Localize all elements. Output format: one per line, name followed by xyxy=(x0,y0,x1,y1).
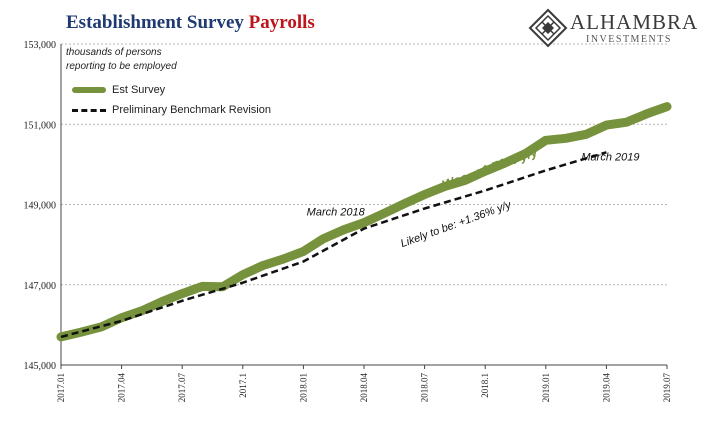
y-tick-label: 151,000 xyxy=(24,120,57,131)
x-tick-label: 2019.04 xyxy=(601,373,611,403)
x-tick-label: 2019.01 xyxy=(541,373,551,402)
x-tick-label: 2017.07 xyxy=(177,373,187,403)
annotation-label: March 2018 xyxy=(307,207,366,219)
series-line-est-survey xyxy=(56,102,672,342)
y-tick-label: 149,000 xyxy=(24,201,57,212)
y-tick-label: 153,000 xyxy=(24,40,57,51)
x-tick-label: 2018.07 xyxy=(420,373,430,403)
logo-name: ALHAMBRA xyxy=(570,10,699,34)
annotation-label: March 2019 xyxy=(581,151,639,163)
diamond-lattice-icon xyxy=(528,8,568,48)
logo-tagline: INVESTMENTS xyxy=(586,34,672,45)
series-line-benchmark-revision xyxy=(60,151,607,339)
y-axis-unit-label: thousands of persons reporting to be emp… xyxy=(66,47,177,72)
legend-swatch-dashed xyxy=(72,108,106,112)
y-tick-label: 145,000 xyxy=(24,361,57,372)
legend-label: Est Survey xyxy=(112,84,166,96)
title-part1: Establishment Survey xyxy=(66,12,244,33)
chart-title: Establishment Survey Payrolls xyxy=(66,12,315,34)
brand-logo: ALHAMBRA INVESTMENTS xyxy=(528,8,698,48)
x-tick-label: 2019.07 xyxy=(662,373,672,403)
annotation-label: Likely to be: +1.36% y/y xyxy=(399,198,514,250)
x-tick-label: 2017.01 xyxy=(56,373,66,402)
legend-item-benchmark-revision: Preliminary Benchmark Revision xyxy=(72,104,271,116)
x-tick-label: 2018.01 xyxy=(298,373,308,402)
x-tick-label: 2018.04 xyxy=(359,373,369,403)
title-part2: Payrolls xyxy=(248,12,315,33)
x-tick-label: 2017.04 xyxy=(117,373,127,403)
legend-swatch-solid xyxy=(72,87,106,93)
x-tick-label: 2017.1 xyxy=(238,373,248,398)
x-tick-label: 2018.1 xyxy=(480,373,490,398)
legend-item-est-survey: Est Survey xyxy=(72,84,165,96)
y-tick-label: 147,000 xyxy=(24,281,57,292)
annotation-label: Was: +1.70% y/y xyxy=(440,144,540,193)
legend-label: Preliminary Benchmark Revision xyxy=(112,104,271,116)
